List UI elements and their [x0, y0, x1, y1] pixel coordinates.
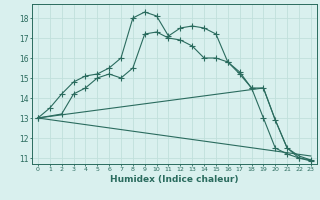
X-axis label: Humidex (Indice chaleur): Humidex (Indice chaleur)	[110, 175, 239, 184]
